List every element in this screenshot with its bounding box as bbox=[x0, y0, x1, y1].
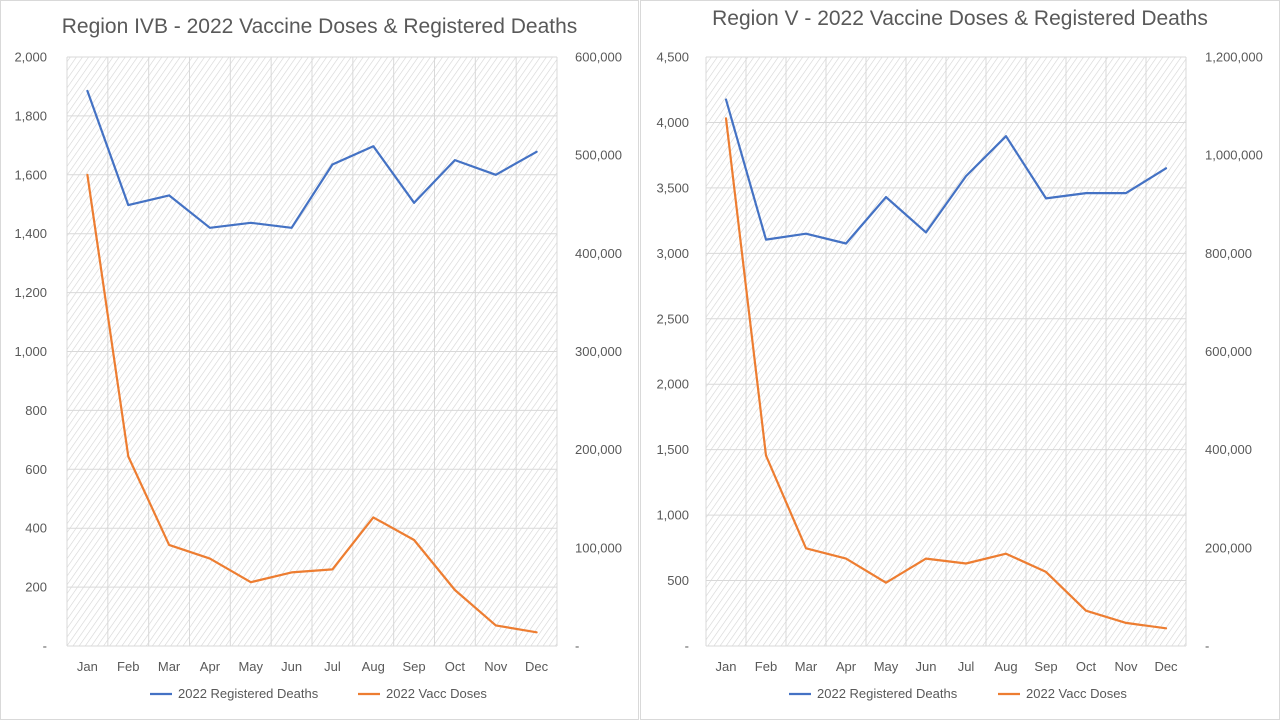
y-right-tick-label: 400,000 bbox=[575, 246, 622, 261]
y-left-tick-label: 400 bbox=[25, 521, 47, 536]
y-left-tick-label: 1,000 bbox=[656, 508, 689, 523]
x-tick-label: Aug bbox=[362, 659, 385, 674]
x-tick-label: Feb bbox=[755, 659, 777, 674]
x-tick-label: Mar bbox=[158, 659, 181, 674]
y-right-tick-label: 500,000 bbox=[575, 148, 622, 163]
legend-label: 2022 Registered Deaths bbox=[178, 686, 319, 701]
y-left-tick-label: 1,200 bbox=[14, 285, 47, 300]
legend-label: 2022 Vacc Doses bbox=[1026, 686, 1127, 701]
x-tick-label: Sep bbox=[1034, 659, 1057, 674]
series-line-registered-deaths bbox=[86, 89, 538, 229]
chart-title: Region V - 2022 Vaccine Doses & Register… bbox=[712, 7, 1208, 30]
y-right-tick-label: - bbox=[575, 639, 579, 654]
y-right-tick-label: 200,000 bbox=[1205, 540, 1252, 555]
y-left-tick-label: 3,000 bbox=[656, 246, 689, 261]
y-right-tick-label: 200,000 bbox=[575, 442, 622, 457]
y-left-tick-label: 2,500 bbox=[656, 311, 689, 326]
x-tick-label: Jan bbox=[716, 659, 737, 674]
legend-label: 2022 Registered Deaths bbox=[817, 686, 958, 701]
x-tick-label: Nov bbox=[1114, 659, 1138, 674]
series-line-vacc-doses bbox=[86, 173, 538, 634]
x-tick-label: Feb bbox=[117, 659, 139, 674]
x-tick-label: Sep bbox=[403, 659, 426, 674]
x-tick-label: May bbox=[874, 659, 899, 674]
y-left-tick-label: 200 bbox=[25, 580, 47, 595]
y-left-tick-label: 500 bbox=[667, 573, 689, 588]
x-tick-label: Jun bbox=[281, 659, 302, 674]
x-tick-label: Dec bbox=[1154, 659, 1178, 674]
y-left-tick-label: - bbox=[685, 639, 689, 654]
chart-1: Region IVB - 2022 Vaccine Doses & Regist… bbox=[0, 0, 639, 720]
series-line-vacc-doses bbox=[724, 117, 1168, 630]
y-left-tick-label: 1,600 bbox=[14, 167, 47, 182]
y-right-tick-label: 400,000 bbox=[1205, 442, 1252, 457]
y-right-tick-label: 800,000 bbox=[1205, 246, 1252, 261]
y-right-tick-label: 600,000 bbox=[575, 50, 622, 65]
y-right-tick-label: 300,000 bbox=[575, 344, 622, 359]
chart-title: Region IVB - 2022 Vaccine Doses & Regist… bbox=[62, 15, 578, 38]
y-left-tick-label: 4,000 bbox=[656, 115, 689, 130]
y-right-tick-label: 100,000 bbox=[575, 540, 622, 555]
x-tick-label: Mar bbox=[795, 659, 818, 674]
y-left-tick-label: 1,000 bbox=[14, 344, 47, 359]
y-left-tick-label: 1,400 bbox=[14, 226, 47, 241]
x-tick-label: Dec bbox=[525, 659, 549, 674]
x-tick-label: May bbox=[238, 659, 263, 674]
x-tick-label: Jul bbox=[324, 659, 341, 674]
x-tick-label: Jun bbox=[916, 659, 937, 674]
x-tick-label: Nov bbox=[484, 659, 508, 674]
legend-label: 2022 Vacc Doses bbox=[386, 686, 487, 701]
y-left-tick-label: 1,500 bbox=[656, 442, 689, 457]
x-tick-label: Apr bbox=[836, 659, 857, 674]
y-left-tick-label: 600 bbox=[25, 462, 47, 477]
y-left-tick-label: 1,800 bbox=[14, 108, 47, 123]
y-right-tick-label: 600,000 bbox=[1205, 344, 1252, 359]
y-right-tick-label: 1,200,000 bbox=[1205, 50, 1263, 65]
y-left-tick-label: 2,000 bbox=[14, 50, 47, 65]
x-tick-label: Apr bbox=[200, 659, 221, 674]
x-tick-label: Oct bbox=[1076, 659, 1097, 674]
y-left-tick-label: 800 bbox=[25, 403, 47, 418]
series-line-registered-deaths bbox=[724, 98, 1168, 245]
y-left-tick-label: 2,000 bbox=[656, 377, 689, 392]
y-right-tick-label: 1,000,000 bbox=[1205, 148, 1263, 163]
chart-2: Region V - 2022 Vaccine Doses & Register… bbox=[640, 0, 1280, 720]
y-left-tick-label: 3,500 bbox=[656, 180, 689, 195]
x-tick-label: Jul bbox=[958, 659, 975, 674]
x-tick-label: Oct bbox=[445, 659, 466, 674]
y-right-tick-label: - bbox=[1205, 639, 1209, 654]
y-left-tick-label: 4,500 bbox=[656, 50, 689, 65]
y-left-tick-label: - bbox=[43, 639, 47, 654]
x-tick-label: Jan bbox=[77, 659, 98, 674]
x-tick-label: Aug bbox=[994, 659, 1017, 674]
